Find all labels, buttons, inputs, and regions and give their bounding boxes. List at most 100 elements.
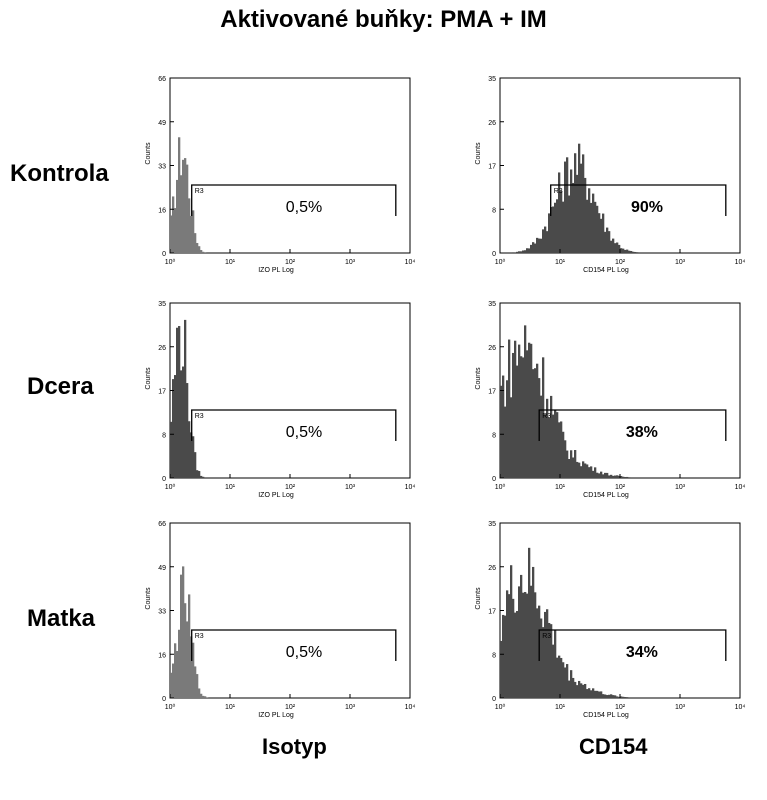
histogram-bar — [184, 319, 187, 478]
histogram-bar — [202, 476, 205, 478]
y-axis-label: Counts — [145, 142, 152, 165]
x-tick-label: 10⁰ — [495, 258, 506, 266]
histogram-bar — [622, 248, 625, 253]
histogram-bar — [546, 609, 549, 698]
x-tick-label: 10² — [285, 704, 296, 711]
histogram-bar — [562, 662, 565, 698]
histogram-matka-isotyp: 0 16 33 49 66 Counts 10⁰ 10¹ 10² 10³ 10⁴ IZO PL Log… — [145, 521, 415, 719]
histogram-bar — [532, 242, 535, 253]
gate-bracket — [538, 409, 727, 441]
y-tick-label: 0 — [162, 251, 166, 258]
histogram-bar — [620, 476, 623, 478]
histogram-bar — [522, 357, 525, 478]
x-tick-label: 10² — [615, 704, 626, 711]
histogram-bar — [592, 688, 595, 698]
histogram-bar — [518, 344, 521, 478]
histogram-bar — [526, 350, 529, 478]
histogram-bar — [196, 674, 199, 698]
histogram-bar — [176, 327, 179, 478]
histogram-bar — [606, 227, 609, 253]
histogram-bar — [190, 432, 193, 478]
histogram-bar — [556, 199, 559, 253]
histogram-bar — [632, 251, 635, 253]
histogram-bar — [536, 237, 539, 253]
histogram-dcera-cd154: 0 8 17 26 35 Counts 10⁰ 10¹ 10² 10³ 10⁴ CD154 PL Lo… — [475, 301, 746, 499]
histogram-bar — [626, 697, 629, 698]
histogram-bar — [566, 664, 569, 698]
y-tick-label: 8 — [162, 432, 166, 439]
histogram-bar — [602, 474, 605, 478]
histogram-bar — [192, 642, 195, 698]
histogram-bar — [616, 475, 619, 478]
histogram-bar — [504, 406, 507, 478]
x-tick-label: 10¹ — [225, 704, 236, 711]
column-label-cd154: CD154 — [579, 734, 648, 759]
histogram-bar — [618, 696, 621, 698]
histogram-bar — [570, 670, 573, 698]
histogram-matka-cd154: 0 8 17 26 35 Counts 10⁰ 10¹ 10² 10³ 10⁴ CD154 PL Lo… — [475, 521, 745, 719]
histogram-bar — [200, 693, 203, 698]
histogram-bar — [184, 158, 187, 253]
histogram-bar — [572, 182, 575, 253]
histogram-bar — [192, 436, 195, 478]
histogram-bar — [600, 218, 603, 253]
histogram-bar — [512, 598, 515, 698]
histogram-bar — [204, 252, 207, 253]
histogram-bar — [202, 251, 205, 253]
row-label-matka: Matka — [27, 605, 96, 632]
histogram-bar — [530, 585, 533, 698]
y-axis-label: Counts — [145, 367, 152, 390]
histogram-bar — [602, 694, 605, 698]
y-tick-label: 8 — [492, 207, 496, 214]
histogram-bar — [582, 461, 585, 478]
histogram-bar — [202, 695, 205, 698]
histogram-bar — [534, 243, 537, 253]
histogram-bar — [586, 199, 589, 253]
histogram-bar — [200, 250, 203, 253]
y-tick-label: 26 — [488, 345, 496, 352]
histogram-bar — [584, 463, 587, 478]
histogram-bar — [516, 251, 519, 253]
y-tick-label: 35 — [158, 301, 166, 308]
y-tick-label: 33 — [158, 609, 166, 616]
histogram-bar — [564, 667, 567, 698]
histogram-bar — [576, 461, 579, 478]
histogram-bar — [522, 250, 525, 253]
x-tick-label: 10⁰ — [165, 258, 176, 266]
y-tick-label: 16 — [158, 652, 166, 659]
histogram-bar — [584, 177, 587, 253]
y-axis-label: Counts — [145, 587, 152, 610]
histogram-bar — [506, 590, 509, 698]
histogram-bar — [624, 249, 627, 253]
histogram-bar — [558, 655, 561, 698]
histogram-bar — [598, 473, 601, 478]
histogram-bar — [582, 154, 585, 253]
histogram-bar — [594, 467, 597, 478]
histogram-bar — [610, 240, 613, 253]
histogram-kontrola-isotyp: 0 16 33 49 66 Counts 10⁰ 10¹ 10² 10³ 10⁴ IZO PL Log… — [145, 76, 415, 274]
histogram-bar — [550, 207, 553, 253]
histogram-bar — [190, 215, 193, 253]
histogram-bar — [544, 226, 547, 253]
x-tick-label: 10³ — [345, 704, 356, 711]
histogram-bar — [512, 352, 515, 478]
histogram-bar — [588, 467, 591, 478]
histogram-bar — [612, 695, 615, 698]
x-tick-label: 10⁴ — [735, 484, 746, 491]
histogram-bar — [194, 233, 197, 253]
x-tick-label: 10³ — [675, 259, 686, 266]
histogram-bar — [500, 640, 503, 698]
x-tick-label: 10⁰ — [165, 703, 176, 711]
histogram-bar — [552, 414, 555, 478]
histogram-bar — [566, 157, 569, 253]
histogram-bar — [176, 179, 179, 253]
histogram-bar — [596, 472, 599, 478]
histogram-bar — [592, 470, 595, 478]
histogram-bar — [514, 340, 517, 478]
histogram-bar — [596, 690, 599, 698]
gate-label: R3 — [542, 413, 551, 420]
histogram-bar — [524, 250, 527, 253]
histogram-bar — [560, 657, 563, 698]
histogram-bar — [566, 450, 569, 478]
y-tick-label: 35 — [488, 301, 496, 308]
